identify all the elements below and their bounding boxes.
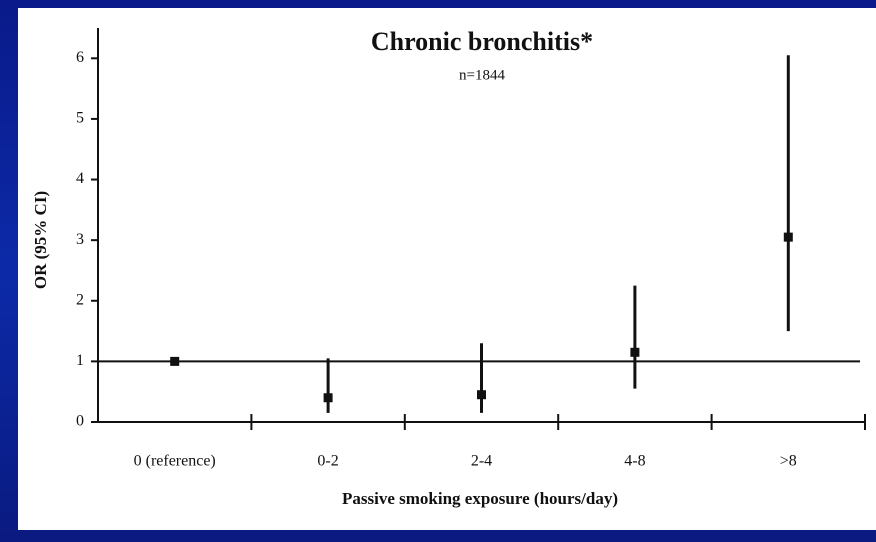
x-tick-label: 4-8 [624, 453, 645, 470]
point [170, 356, 180, 366]
y-tick-label: 6 [76, 49, 84, 66]
x-tick-label: 0-2 [317, 453, 338, 470]
point [630, 347, 640, 357]
y-tick-label: 4 [76, 170, 84, 187]
y-tick-label: 0 [76, 413, 84, 430]
x-tick-label: 2-4 [471, 453, 492, 470]
y-tick-label: 5 [76, 110, 84, 127]
y-tick-label: 3 [76, 231, 84, 248]
point [783, 232, 793, 242]
x-axis-label: Passive smoking exposure (hours/day) [342, 489, 618, 508]
y-tick-label: 2 [76, 291, 84, 308]
point [323, 393, 333, 403]
point [477, 390, 486, 400]
chart-subtitle: n=1844 [459, 67, 505, 83]
y-tick-label: 1 [76, 352, 84, 369]
x-tick-label: 0 (reference) [134, 453, 216, 470]
x-tick-label: >8 [780, 453, 797, 470]
panel [18, 8, 876, 530]
chart-title: Chronic bronchitis* [371, 27, 593, 56]
y-axis-label: OR (95% CI) [31, 191, 50, 289]
